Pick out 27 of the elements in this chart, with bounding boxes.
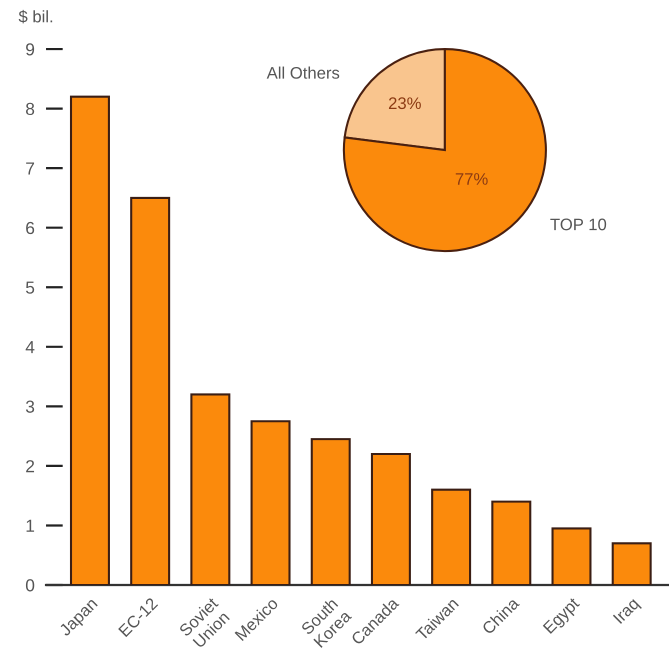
bar xyxy=(491,500,532,586)
slice-label: All Others xyxy=(266,66,340,79)
y-tick-label: 4 xyxy=(26,341,34,354)
slice-label: TOP 10 xyxy=(550,218,606,230)
bar xyxy=(250,420,291,586)
data-label: 77% xyxy=(456,173,488,185)
y-tick-label: 0 xyxy=(26,579,34,592)
y-tick-label: 8 xyxy=(26,102,34,116)
bar xyxy=(551,527,592,586)
pie-slice xyxy=(342,48,547,252)
bar xyxy=(310,438,351,586)
y-tick-label: 9 xyxy=(26,43,34,56)
bar xyxy=(130,196,170,586)
bar xyxy=(612,542,652,586)
bar xyxy=(370,452,411,586)
y-tick-label: 5 xyxy=(26,282,34,294)
bar xyxy=(190,393,230,586)
y-tick-label: 1 xyxy=(26,520,34,532)
y-tick-label: 6 xyxy=(26,222,34,234)
y-tick-label: 7 xyxy=(26,162,34,174)
y-axis-title: $ bil. xyxy=(18,10,52,24)
bar xyxy=(70,96,110,586)
y-tick-label: 3 xyxy=(26,400,34,413)
data-label: 23% xyxy=(388,97,421,110)
bar xyxy=(431,488,472,586)
y-tick-label: 2 xyxy=(26,460,34,472)
x-tick-label: Iraq xyxy=(612,597,642,626)
